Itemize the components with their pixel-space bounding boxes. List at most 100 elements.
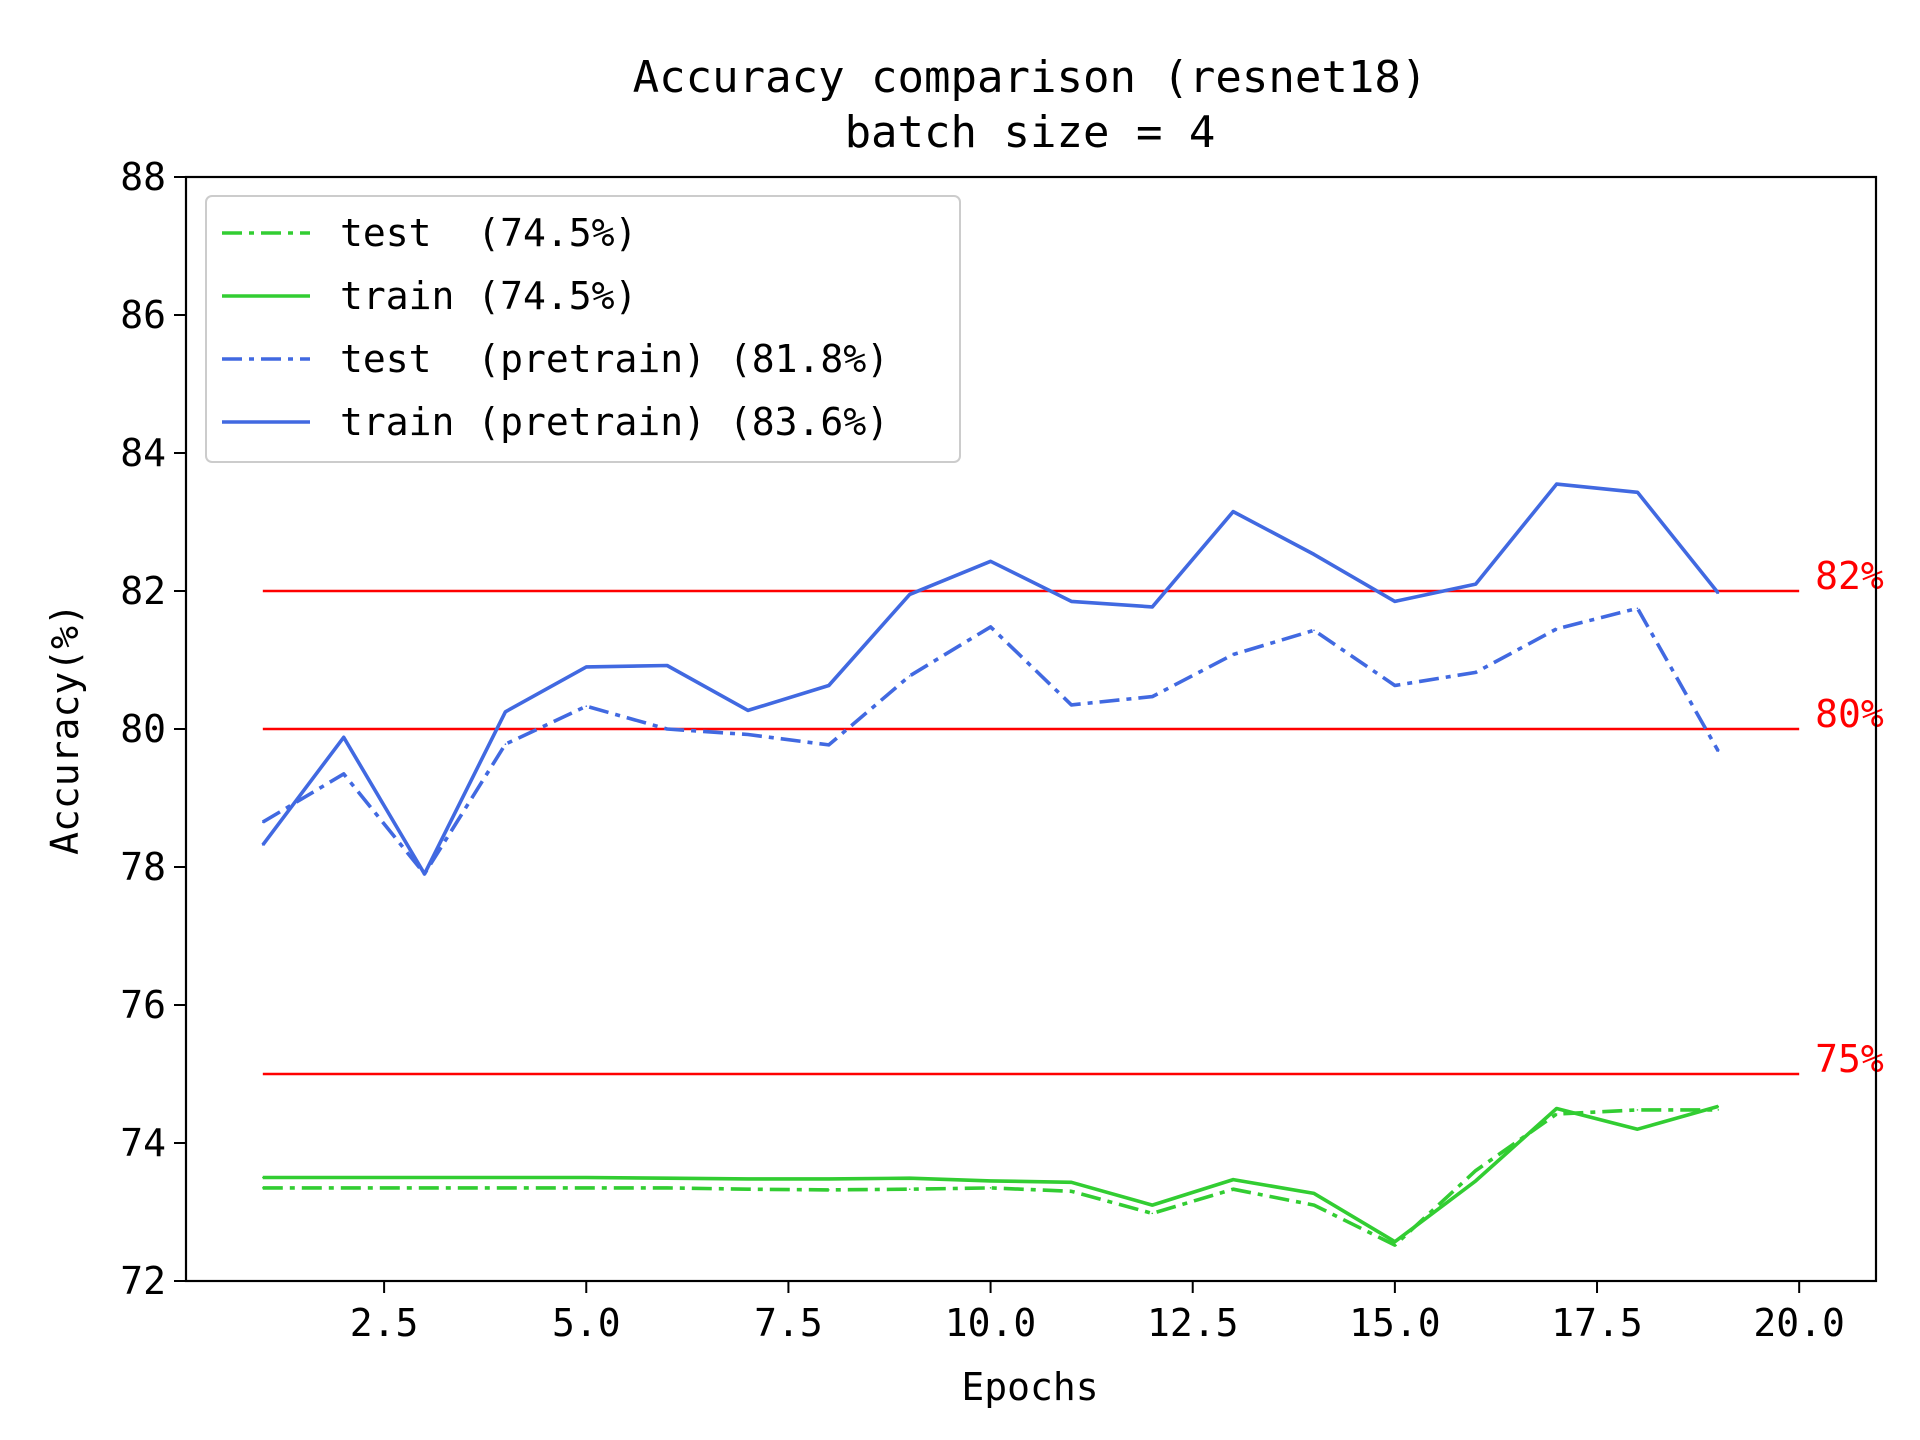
data-point bbox=[989, 560, 992, 563]
y-tick-label: 82 bbox=[120, 569, 166, 613]
y-tick-label: 84 bbox=[120, 431, 166, 475]
y-tick-label: 88 bbox=[120, 155, 166, 199]
data-point bbox=[262, 821, 264, 823]
x-axis-label: Epochs bbox=[961, 1365, 1098, 1409]
y-axis: 72 74 76 78 80 82 84 86 88 bbox=[120, 155, 186, 1303]
legend-box bbox=[205, 195, 961, 463]
data-point bbox=[747, 1178, 749, 1180]
data-point bbox=[504, 743, 507, 745]
data-point bbox=[908, 675, 911, 677]
data-point bbox=[1636, 607, 1639, 610]
y-axis-label: Accuracy(%) bbox=[43, 603, 87, 855]
data-point bbox=[585, 1176, 588, 1179]
chart-subtitle: batch size = 4 bbox=[845, 107, 1216, 158]
data-point bbox=[423, 873, 426, 875]
data-point bbox=[1636, 1128, 1639, 1130]
legend-label-2: test (pretrain) (81.8%) bbox=[340, 337, 889, 381]
y-tick-label: 72 bbox=[120, 1259, 166, 1303]
data-point bbox=[989, 1187, 992, 1189]
data-point bbox=[666, 664, 668, 667]
data-point bbox=[1232, 1178, 1234, 1181]
y-tick-label: 86 bbox=[120, 293, 166, 337]
data-point bbox=[1394, 1244, 1396, 1246]
legend-label-1: train (74.5%) bbox=[340, 274, 637, 318]
y-tick-label: 78 bbox=[120, 845, 166, 889]
data-point bbox=[1474, 583, 1477, 585]
data-point bbox=[1151, 1212, 1154, 1215]
data-point bbox=[342, 1187, 345, 1189]
data-point bbox=[504, 710, 507, 713]
data-point bbox=[1070, 600, 1073, 603]
x-tick-label: 12.5 bbox=[1147, 1301, 1239, 1345]
data-point bbox=[1070, 704, 1073, 706]
data-point bbox=[1151, 695, 1154, 698]
x-axis: 2.5 5.0 7.5 10.0 12.5 15.0 17.5 20.0 bbox=[350, 1281, 1845, 1345]
data-point bbox=[908, 1188, 911, 1191]
data-point bbox=[908, 593, 911, 596]
data-point bbox=[666, 1177, 668, 1179]
data-point bbox=[1313, 1192, 1315, 1195]
data-point bbox=[1070, 1190, 1073, 1193]
data-point bbox=[585, 705, 588, 708]
data-point bbox=[1394, 1240, 1396, 1243]
data-point bbox=[585, 666, 588, 668]
data-point bbox=[747, 733, 749, 736]
legend-label-0: test (74.5%) bbox=[340, 211, 637, 255]
data-point bbox=[828, 1189, 830, 1191]
series-points-3 bbox=[262, 483, 1720, 875]
data-point bbox=[423, 1176, 426, 1179]
y-tick-label: 74 bbox=[120, 1121, 166, 1165]
data-point bbox=[989, 626, 992, 628]
data-point bbox=[342, 773, 345, 775]
data-point bbox=[1717, 750, 1720, 752]
data-point bbox=[423, 1187, 426, 1189]
x-tick-label: 20.0 bbox=[1753, 1301, 1845, 1345]
data-point bbox=[1474, 671, 1477, 674]
data-point bbox=[1555, 1107, 1558, 1110]
plot-area: 82% 80% 75% bbox=[261, 482, 1884, 1247]
data-point bbox=[504, 1176, 507, 1179]
data-point bbox=[747, 709, 749, 712]
y-tick-label: 76 bbox=[120, 983, 166, 1027]
reference-line-label: 75% bbox=[1815, 1037, 1884, 1081]
data-point bbox=[262, 1176, 264, 1179]
data-point bbox=[828, 1178, 830, 1180]
data-point bbox=[1313, 553, 1315, 556]
series-points-1 bbox=[262, 1105, 1720, 1243]
y-tick-label: 80 bbox=[120, 707, 166, 751]
reference-line-label: 82% bbox=[1815, 554, 1884, 598]
data-point bbox=[666, 1187, 668, 1189]
data-point bbox=[1394, 600, 1396, 603]
data-point bbox=[1232, 653, 1234, 656]
x-tick-label: 5.0 bbox=[552, 1301, 621, 1345]
data-point bbox=[908, 1177, 911, 1179]
x-tick-label: 15.0 bbox=[1349, 1301, 1441, 1345]
data-point bbox=[1313, 1204, 1315, 1206]
data-point bbox=[1717, 1105, 1720, 1108]
x-tick-label: 17.5 bbox=[1551, 1301, 1643, 1345]
data-point bbox=[1232, 1188, 1234, 1191]
x-tick-label: 2.5 bbox=[350, 1301, 419, 1345]
data-point bbox=[828, 744, 830, 746]
data-point bbox=[1151, 1204, 1154, 1206]
data-point bbox=[342, 1176, 345, 1179]
data-point bbox=[262, 844, 264, 846]
x-tick-label: 10.0 bbox=[945, 1301, 1037, 1345]
data-point bbox=[1636, 491, 1639, 494]
data-point bbox=[747, 1188, 749, 1191]
legend: test (74.5%) train (74.5%) test (pretrain)… bbox=[205, 195, 961, 463]
data-point bbox=[828, 684, 830, 687]
x-tick-label: 7.5 bbox=[754, 1301, 823, 1345]
data-point bbox=[1232, 510, 1234, 513]
data-point bbox=[1717, 592, 1720, 594]
data-point bbox=[1636, 1109, 1639, 1111]
reference-line-label: 80% bbox=[1815, 692, 1884, 736]
data-point bbox=[1151, 606, 1154, 608]
data-point bbox=[666, 728, 668, 730]
data-point bbox=[1070, 1181, 1073, 1184]
data-point bbox=[504, 1187, 507, 1189]
data-point bbox=[1555, 1113, 1558, 1115]
data-point bbox=[585, 1187, 588, 1189]
data-point bbox=[1717, 1109, 1720, 1111]
